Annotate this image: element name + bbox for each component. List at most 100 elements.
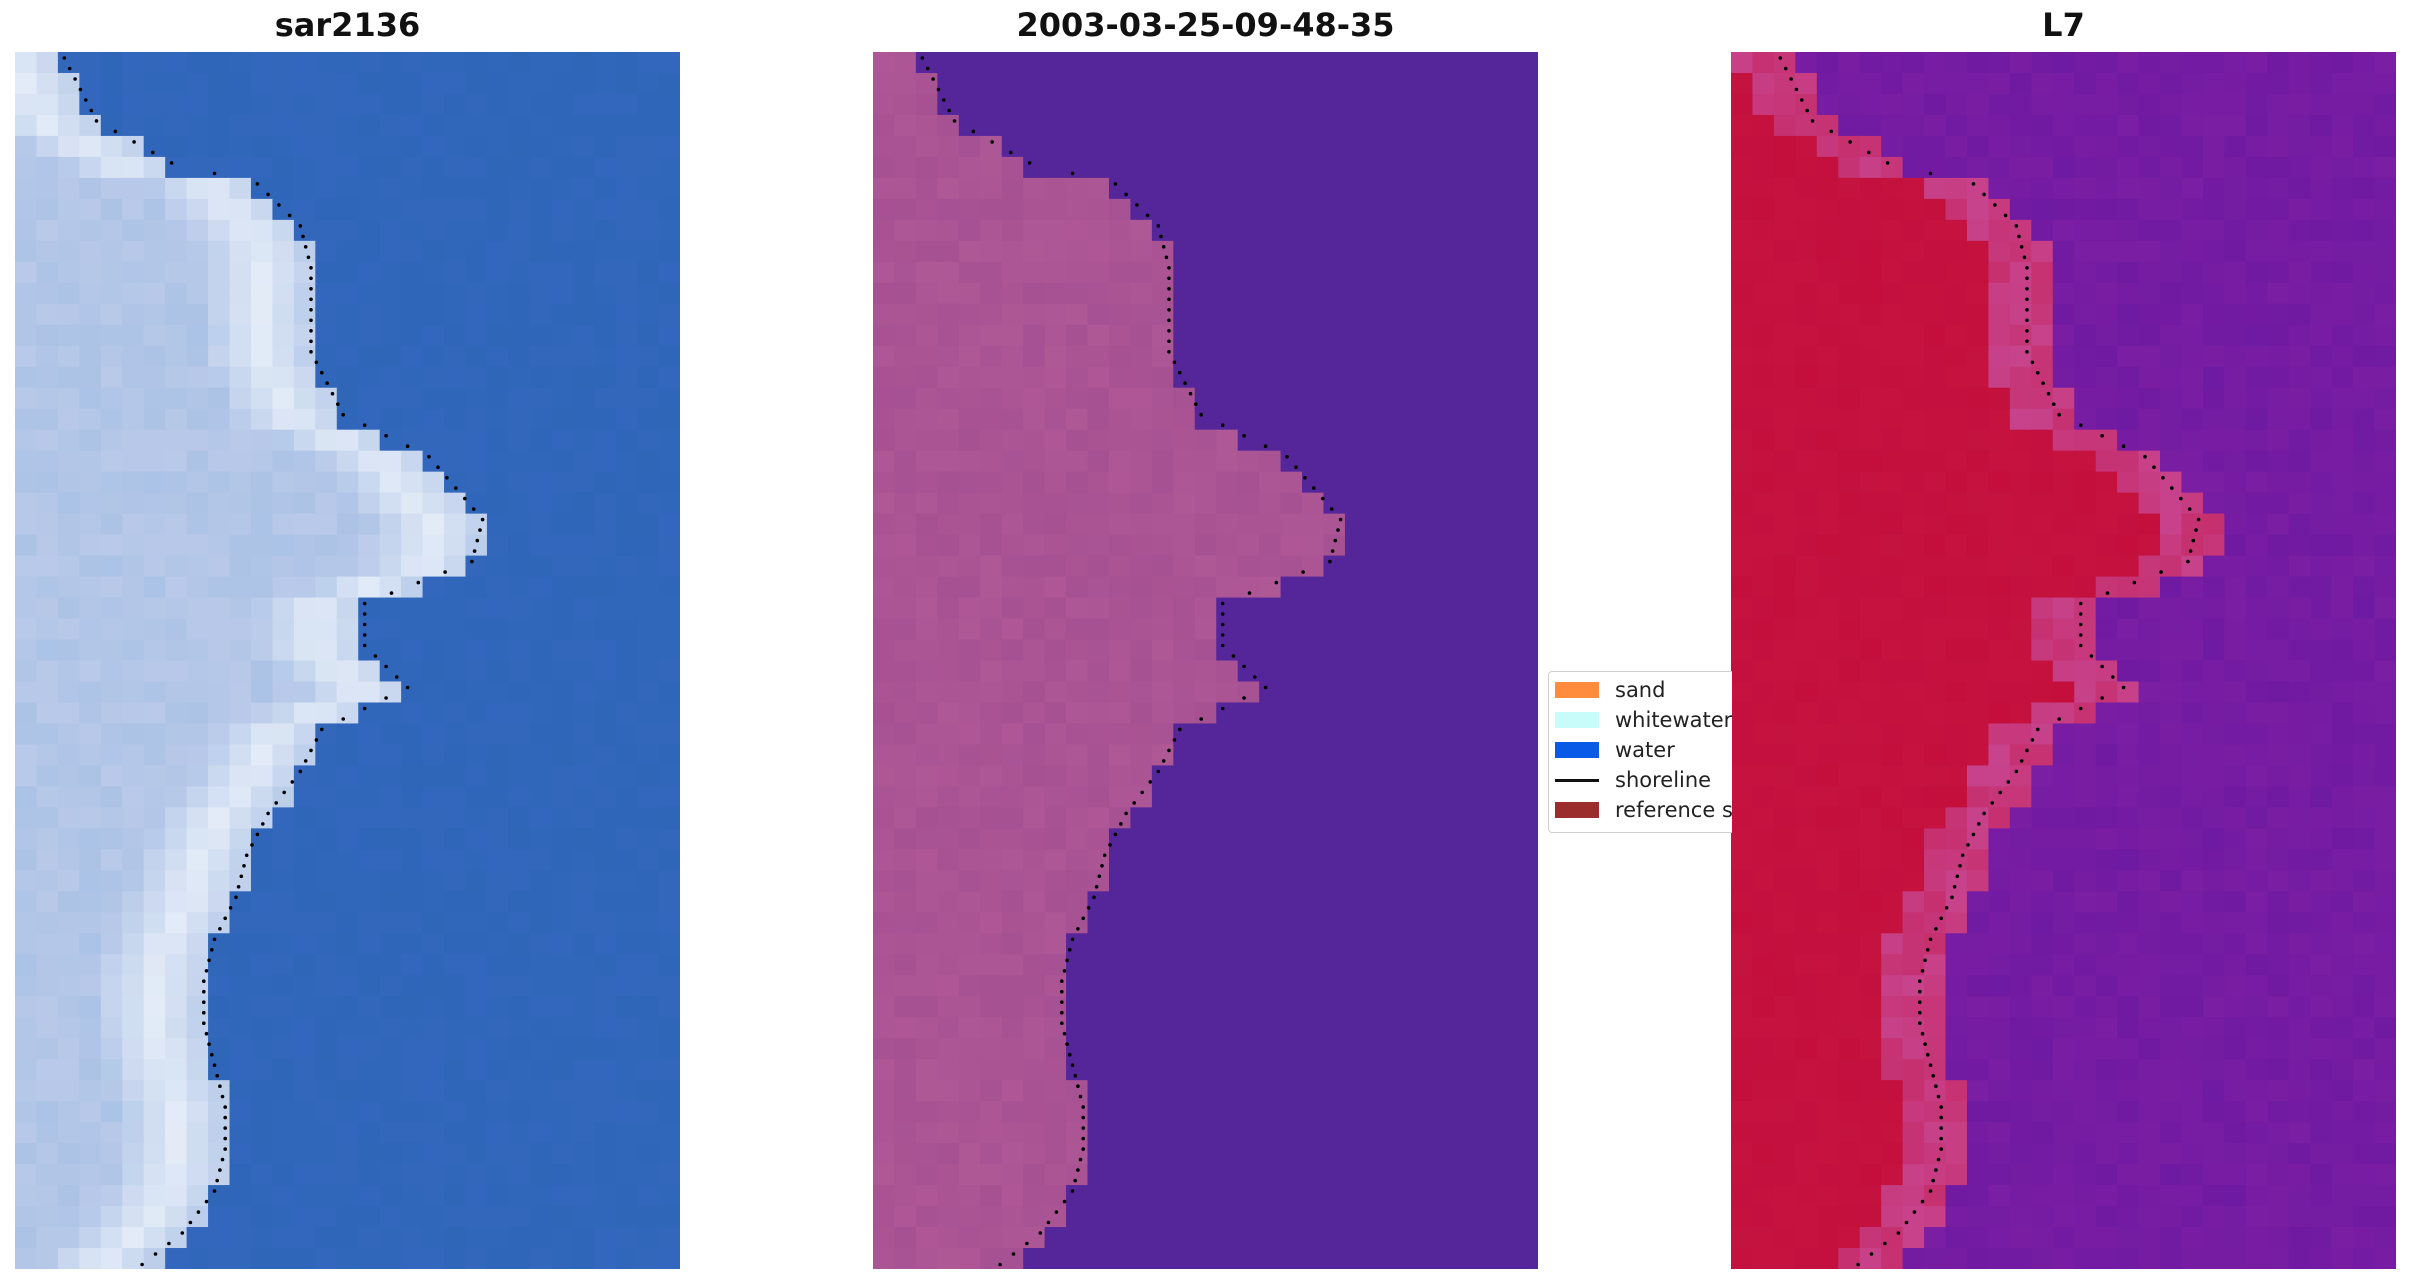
pixel-cell [229, 114, 252, 137]
pixel-cell [1173, 303, 1196, 326]
pixel-cell [529, 1206, 552, 1228]
pixel-cell [229, 72, 252, 95]
pixel-cell [551, 1122, 574, 1144]
shoreline-dot [1247, 591, 1252, 595]
pixel-cell [1988, 828, 2011, 850]
pixel-cell [57, 135, 80, 158]
pixel-cell [1023, 1164, 1046, 1186]
pixel-cell [1988, 492, 2011, 515]
pixel-cell [1924, 408, 1947, 431]
pixel-cell [122, 828, 145, 850]
pixel-cell [1044, 177, 1067, 200]
pixel-cell [143, 324, 166, 347]
pixel-cell [873, 177, 896, 200]
pixel-cell [2031, 618, 2054, 641]
pixel-cell [401, 534, 424, 557]
pixel-cell [1259, 702, 1282, 725]
pixel-cell [1881, 576, 1904, 599]
pixel-cell [1366, 1248, 1389, 1269]
pixel-cell [250, 366, 274, 389]
pixel-cell [1302, 744, 1325, 767]
pixel-cell [1409, 72, 1432, 95]
pixel-cell [336, 786, 359, 808]
pixel-cell [615, 219, 638, 242]
pixel-cell [2095, 177, 2118, 200]
pixel-cell [1173, 261, 1196, 284]
pixel-cell [315, 324, 338, 347]
pixel-cell [508, 660, 531, 683]
pixel-cell [1731, 261, 1754, 284]
pixel-cell [2202, 52, 2225, 74]
pixel-cell [1066, 135, 1089, 158]
pixel-cell [122, 324, 145, 347]
pixel-cell [1237, 303, 1260, 326]
pixel-cell [100, 1248, 123, 1269]
pixel-cell [315, 240, 338, 263]
pixel-cell [1194, 933, 1217, 955]
pixel-cell [1366, 1206, 1389, 1228]
pixel-cell [1023, 870, 1046, 892]
pixel-cell [1816, 639, 1839, 662]
pixel-cell [2009, 366, 2032, 389]
pixel-cell [1452, 219, 1475, 242]
pixel-cell [1366, 240, 1389, 263]
pixel-cell [186, 933, 209, 955]
pixel-cell [1473, 450, 1496, 473]
pixel-cell [186, 1122, 209, 1144]
pixel-cell [2138, 240, 2161, 263]
pixel-cell [1023, 534, 1046, 557]
pixel-cell [122, 1227, 145, 1249]
pixel-cell [229, 1038, 252, 1060]
pixel-cell [1194, 828, 1217, 850]
pixel-cell [358, 114, 381, 137]
pixel-cell [444, 702, 467, 725]
pixel-cell [293, 93, 316, 116]
pixel-cell [1452, 1017, 1475, 1039]
pixel-cell [1259, 912, 1282, 934]
pixel-cell [1302, 156, 1325, 179]
pixel-cell [36, 72, 59, 95]
pixel-cell [1966, 765, 1990, 787]
pixel-cell [1902, 114, 1925, 137]
pixel-cell [36, 1059, 59, 1081]
pixel-cell [57, 513, 80, 536]
pixel-cell [1473, 492, 1496, 515]
pixel-cell [143, 366, 166, 389]
pixel-cell [100, 702, 123, 725]
pixel-cell [444, 1122, 467, 1144]
pixel-cell [1323, 786, 1346, 808]
pixel-cell [1151, 114, 1174, 137]
pixel-cell [1430, 996, 1453, 1018]
pixel-cell [444, 1248, 467, 1269]
pixel-cell [572, 597, 595, 620]
pixel-cell [229, 849, 252, 871]
pixel-cell [1216, 786, 1239, 808]
pixel-cell [2074, 597, 2097, 620]
pixel-cell [1838, 93, 1861, 116]
pixel-cell [165, 261, 188, 284]
pixel-cell [1881, 807, 1904, 829]
pixel-cell [1108, 1143, 1132, 1165]
pixel-cell [379, 513, 402, 536]
pixel-cell [465, 723, 488, 746]
pixel-cell [2160, 807, 2183, 829]
pixel-cell [572, 975, 595, 997]
pixel-cell [529, 52, 552, 74]
pixel-cell [637, 1206, 660, 1228]
pixel-cell [2009, 52, 2032, 74]
pixel-cell [594, 1080, 617, 1102]
pixel-cell [1066, 1164, 1089, 1186]
pixel-cell [572, 240, 595, 263]
pixel-cell [358, 576, 381, 599]
pixel-cell [15, 1185, 38, 1207]
pixel-cell [1344, 1080, 1367, 1102]
pixel-cell [2267, 597, 2290, 620]
pixel-cell [100, 1017, 123, 1039]
pixel-cell [915, 1101, 938, 1123]
pixel-cell [894, 1227, 917, 1249]
pixel-cell [894, 156, 917, 179]
pixel-cell [1259, 1101, 1282, 1123]
pixel-cell [1108, 996, 1132, 1018]
pixel-cell [2374, 660, 2396, 683]
pixel-cell [1259, 1038, 1282, 1060]
